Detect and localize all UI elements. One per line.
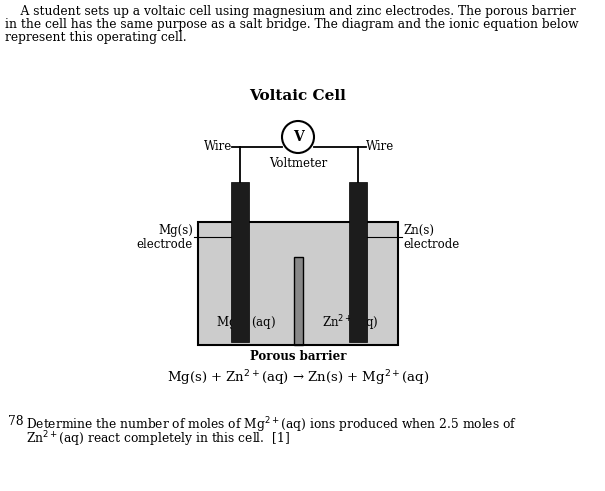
Text: Zn(s): Zn(s) xyxy=(403,224,434,237)
Text: Mg(s): Mg(s) xyxy=(158,224,193,237)
Text: represent this operating cell.: represent this operating cell. xyxy=(5,31,186,44)
Text: electrode: electrode xyxy=(403,238,459,251)
Text: Wire: Wire xyxy=(204,140,232,154)
Text: Determine the number of moles of Mg$^{2+}$(aq) ions produced when 2.5 moles of: Determine the number of moles of Mg$^{2+… xyxy=(26,415,517,435)
Bar xyxy=(198,222,398,345)
Text: Mg(s) + Zn$^{2+}$(aq) → Zn(s) + Mg$^{2+}$(aq): Mg(s) + Zn$^{2+}$(aq) → Zn(s) + Mg$^{2+}… xyxy=(167,368,429,387)
Text: Wire: Wire xyxy=(366,140,394,154)
Circle shape xyxy=(282,121,314,153)
Text: Zn$^{2+}$(aq) react completely in this cell.  [1]: Zn$^{2+}$(aq) react completely in this c… xyxy=(26,429,290,449)
Bar xyxy=(349,182,367,342)
Text: A student sets up a voltaic cell using magnesium and zinc electrodes. The porous: A student sets up a voltaic cell using m… xyxy=(5,5,576,18)
Text: Voltmeter: Voltmeter xyxy=(269,157,327,170)
Text: Zn$^{2+}$(aq): Zn$^{2+}$(aq) xyxy=(322,313,379,333)
Bar xyxy=(231,182,249,342)
Text: 78: 78 xyxy=(8,415,24,428)
Text: Porous barrier: Porous barrier xyxy=(250,350,346,363)
Text: Mg$^{2+}$(aq): Mg$^{2+}$(aq) xyxy=(215,313,276,333)
Text: V: V xyxy=(293,130,303,144)
Text: Voltaic Cell: Voltaic Cell xyxy=(249,89,347,103)
Bar xyxy=(293,257,302,345)
Bar xyxy=(198,222,398,345)
Text: in the cell has the same purpose as a salt bridge. The diagram and the ionic equ: in the cell has the same purpose as a sa… xyxy=(5,18,578,31)
Text: electrode: electrode xyxy=(137,238,193,251)
